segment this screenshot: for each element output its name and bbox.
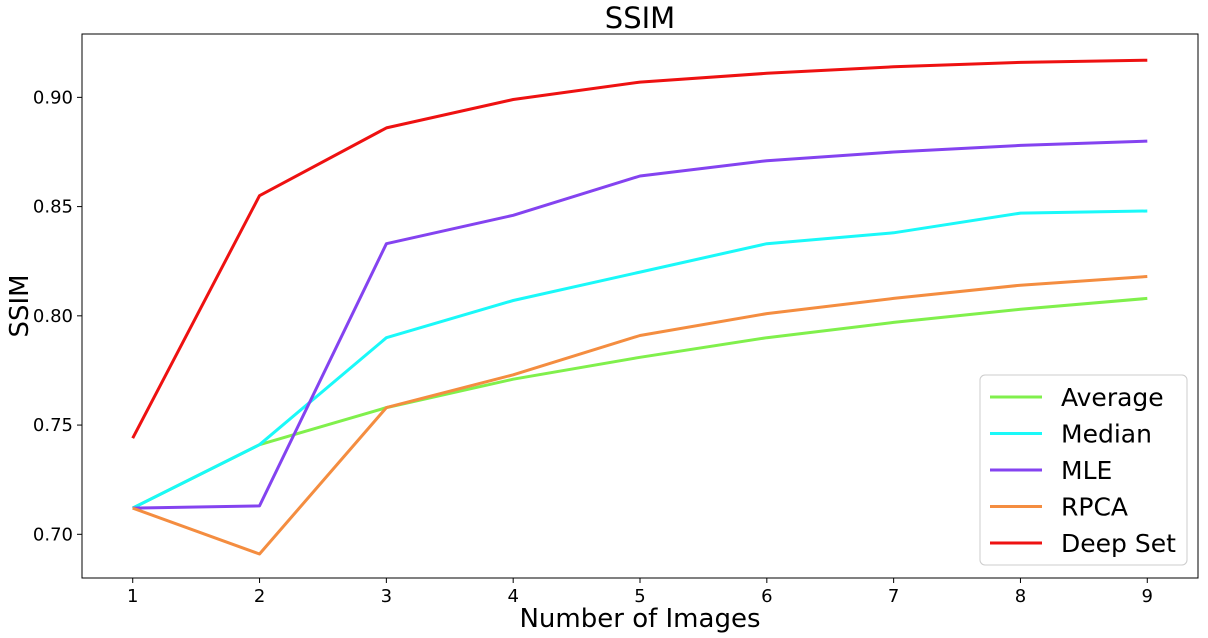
x-tick-label: 2 [254,586,265,607]
legend: Average Median MLE RPCA Deep Set [979,374,1188,566]
x-tick-label: 8 [1015,586,1026,607]
legend-label: Median [1061,420,1152,449]
legend-label: MLE [1061,456,1112,485]
series-line-rpca [132,275,1148,556]
chart-title: SSIM [605,1,675,35]
legend-label: RPCA [1061,493,1128,522]
x-tick-label: 7 [888,586,899,607]
series-line-median [132,209,1148,510]
legend-label: Average [1061,383,1164,412]
x-tick-label: 5 [634,586,645,607]
x-tick-label: 3 [381,586,392,607]
x-axis-label: Number of Images [519,604,760,634]
series-line-average [132,296,1148,510]
legend-frame [979,374,1188,566]
x-tick-label: 6 [761,586,772,607]
series-lines [131,58,1148,556]
y-axis-ticks: 0.70 0.75 0.80 0.85 0.90 [33,87,82,545]
x-axis-ticks: 1 2 3 4 5 6 7 8 9 [127,578,1153,607]
x-tick-label: 1 [127,586,138,607]
y-axis-label: SSIM [5,274,35,337]
y-tick-label: 0.90 [33,87,73,108]
x-tick-label: 4 [507,586,518,607]
y-tick-label: 0.80 [33,306,73,327]
y-tick-label: 0.70 [33,524,73,545]
series-line-deep-set [131,58,1148,439]
y-tick-label: 0.85 [33,197,73,218]
series-line-mle [132,139,1148,510]
x-tick-label: 9 [1142,586,1153,607]
legend-label: Deep Set [1061,529,1176,558]
y-tick-label: 0.75 [33,415,73,436]
